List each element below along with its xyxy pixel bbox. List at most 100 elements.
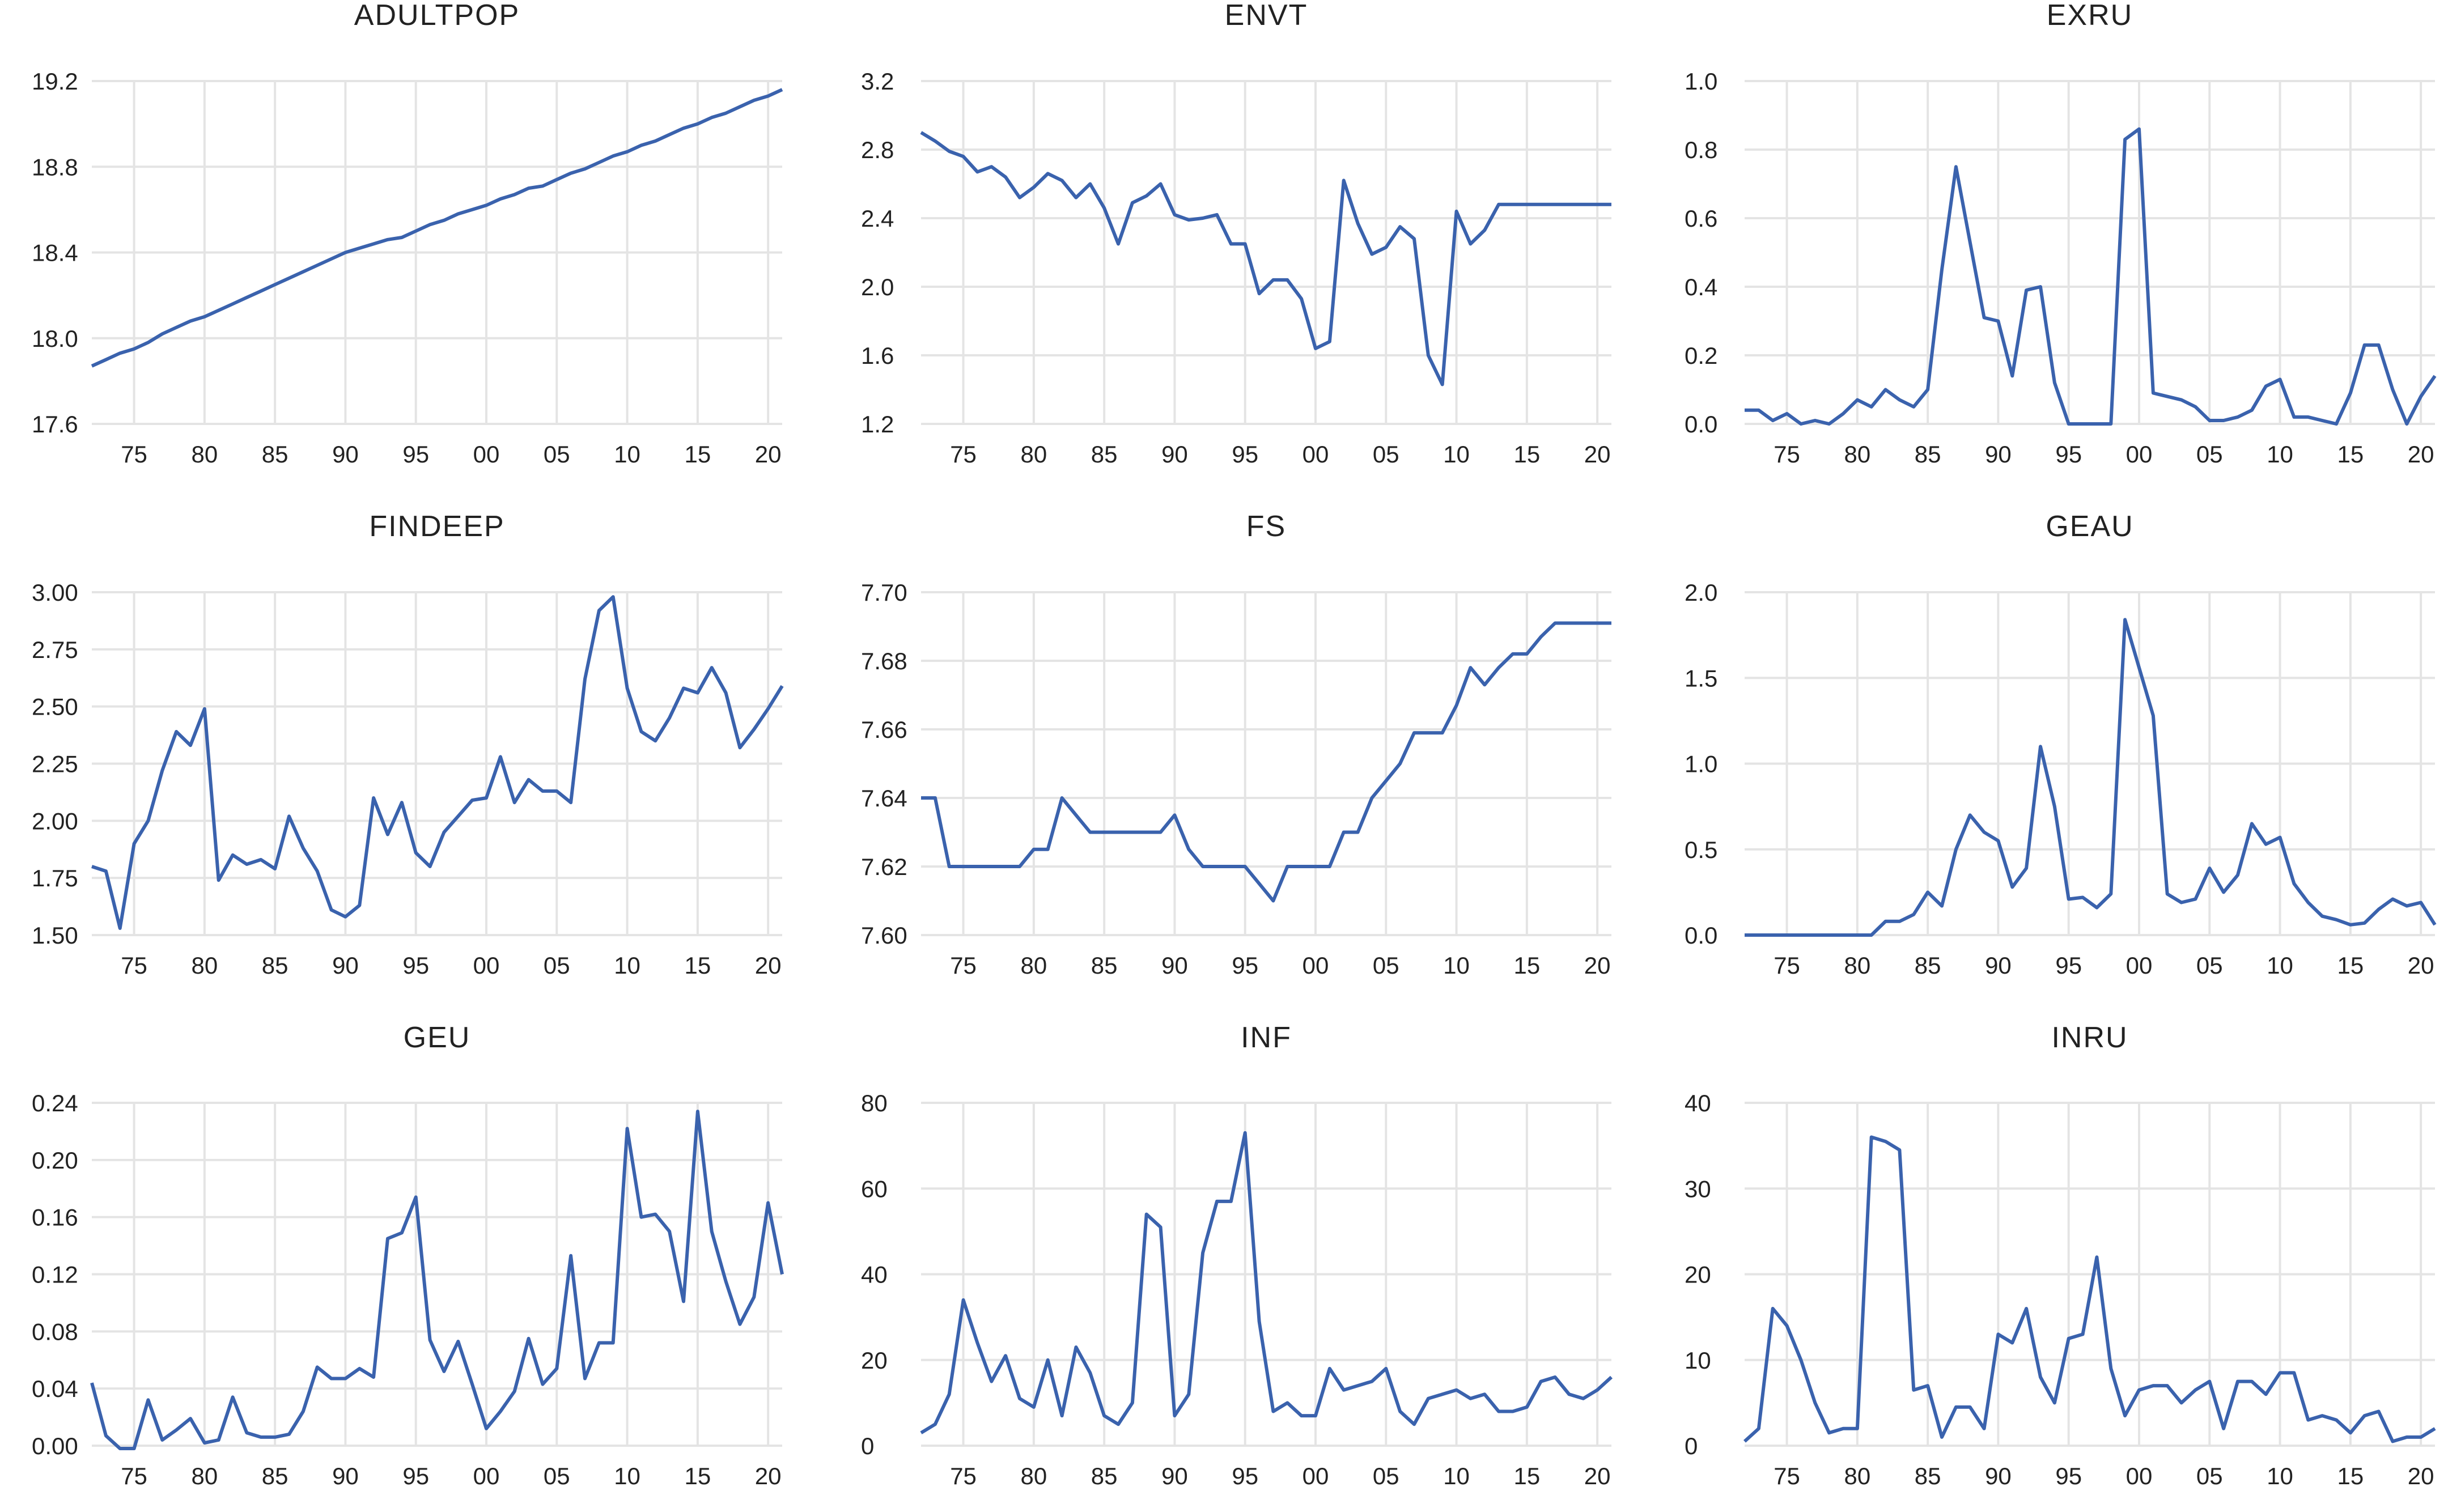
data-point [1567, 203, 1571, 206]
data-point [1370, 796, 1373, 800]
y-tick-label: 30 [1685, 1175, 1711, 1202]
data-point [259, 290, 262, 293]
data-point [133, 347, 136, 351]
data-point [2363, 343, 2366, 347]
data-point [1356, 222, 1360, 225]
y-tick-label: 0.16 [32, 1204, 78, 1231]
data-point [2067, 898, 2071, 901]
y-tick-label: 20 [1685, 1262, 1711, 1288]
x-tick-label: 85 [1091, 1463, 1118, 1489]
x-tick-label: 05 [2196, 952, 2223, 979]
series-line [1745, 618, 2437, 937]
data-point [752, 728, 756, 731]
data-point [2335, 1418, 2338, 1422]
data-point [527, 1337, 531, 1340]
data-point [1757, 1427, 1760, 1430]
data-point [1610, 203, 1613, 206]
y-tick-label: 1.6 [861, 342, 894, 369]
data-point [1412, 237, 1416, 240]
y-tick-label: 2.00 [32, 808, 78, 834]
data-point [456, 814, 460, 818]
data-point [626, 686, 629, 690]
data-point [1757, 933, 1760, 937]
data-point [583, 1377, 587, 1381]
y-tick-label: 2.75 [32, 636, 78, 663]
data-point [1912, 1388, 1915, 1392]
data-point [2306, 415, 2310, 419]
data-point [2264, 843, 2268, 846]
data-point [133, 1447, 136, 1450]
y-tick-label: 3.2 [861, 68, 894, 95]
data-point [2405, 904, 2408, 908]
y-tick-label: 40 [861, 1262, 888, 1288]
data-point [1384, 1367, 1388, 1370]
data-point [316, 869, 319, 873]
data-point [1567, 622, 1571, 625]
data-point [1370, 1380, 1373, 1383]
data-point [1799, 422, 1802, 426]
data-point [189, 320, 192, 323]
data-point [1483, 1392, 1486, 1396]
chart-title: FS [1246, 510, 1286, 543]
data-point [1074, 813, 1077, 817]
data-point [2053, 381, 2056, 384]
data-point [724, 691, 728, 695]
data-point [668, 716, 671, 720]
data-point [1771, 933, 1775, 937]
data-point [1954, 848, 1958, 851]
data-point [1427, 731, 1430, 734]
data-point [386, 238, 389, 241]
x-tick-label: 15 [2337, 952, 2364, 979]
data-point [1370, 253, 1373, 256]
data-point [1469, 666, 1472, 669]
x-tick-label: 80 [191, 952, 218, 979]
x-tick-label: 85 [262, 952, 289, 979]
data-point [990, 865, 993, 868]
data-point [1285, 1401, 1289, 1404]
data-point [583, 677, 587, 681]
data-point [118, 1447, 122, 1450]
chart-title: INF [1241, 1021, 1292, 1054]
data-point [1244, 865, 1247, 868]
data-point [1581, 622, 1585, 625]
data-point [1215, 1200, 1219, 1203]
series-line [1745, 127, 2437, 426]
x-tick-label: 85 [1091, 952, 1118, 979]
data-point [527, 186, 531, 190]
x-tick-label: 80 [1844, 441, 1870, 468]
data-point [2349, 1431, 2352, 1434]
data-point [2391, 388, 2394, 392]
data-point [2152, 392, 2155, 395]
data-point [2025, 288, 2028, 292]
data-point [302, 1410, 305, 1413]
data-point [738, 105, 741, 108]
data-point [1060, 179, 1064, 182]
data-point [2363, 1414, 2366, 1417]
chart-findeep: FINDEEP 1.50 1.75 2.00 2.25 2.50 2.75 3.00 75 80 8… [32, 510, 784, 979]
data-point [1159, 182, 1163, 186]
x-tick-label: 05 [1373, 1463, 1399, 1489]
data-point [1856, 933, 1859, 937]
data-point [442, 219, 446, 222]
data-point [456, 212, 460, 215]
data-point [2236, 1380, 2239, 1383]
chart-inru: INRU 0 10 20 30 40 75 80 85 90 95 00 05 10 15 20 [1685, 1021, 2436, 1489]
data-point [1483, 683, 1486, 686]
data-point [1384, 779, 1388, 783]
data-point [2208, 867, 2211, 870]
x-tick-label: 95 [1232, 441, 1258, 468]
x-tick-label: 90 [1985, 952, 2012, 979]
series-line [1743, 1135, 2436, 1443]
data-point [2306, 1418, 2310, 1422]
data-point [470, 799, 474, 802]
x-tick-label: 10 [614, 441, 640, 468]
data-point [724, 1280, 728, 1283]
data-point [1145, 194, 1148, 198]
data-point [1842, 1427, 1845, 1430]
data-point [1940, 904, 1944, 908]
x-tick-label: 95 [2055, 441, 2082, 468]
data-point [2377, 908, 2381, 911]
x-tick-label: 90 [1161, 952, 1188, 979]
series-line [921, 621, 1611, 903]
